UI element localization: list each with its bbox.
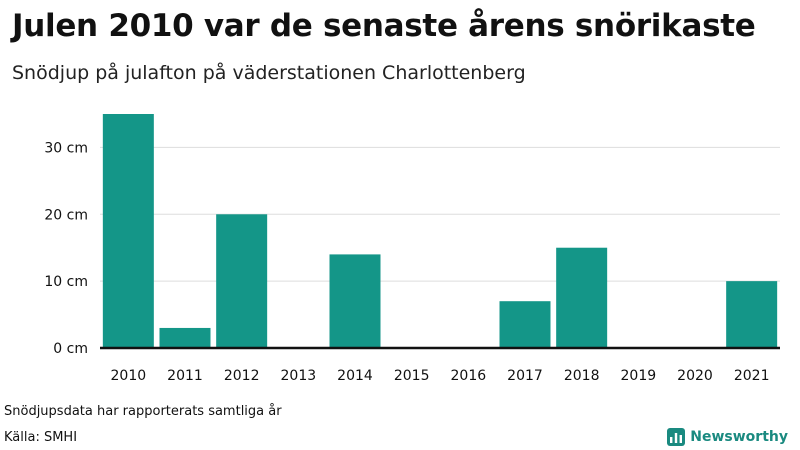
bars xyxy=(102,114,778,348)
source-note: Källa: SMHI xyxy=(4,430,78,445)
bar-2017 xyxy=(499,301,551,348)
bar-2012 xyxy=(216,214,268,348)
x-tick-label: 2016 xyxy=(451,368,487,384)
y-tick-label: 30 cm xyxy=(44,140,88,156)
bar-2014 xyxy=(329,254,381,348)
grid-lines xyxy=(100,146,780,282)
x-tick-label: 2015 xyxy=(394,368,430,384)
x-tick-label: 2010 xyxy=(111,368,147,384)
bar-2011 xyxy=(159,327,211,348)
brand-logo: Newsworthy xyxy=(667,428,788,446)
x-tick-label: 2014 xyxy=(337,368,373,384)
x-tick-label: 2017 xyxy=(507,368,543,384)
y-tick-label: 20 cm xyxy=(44,207,88,223)
y-tick-label: 10 cm xyxy=(44,274,88,290)
bar-chart: 0 cm 10 cm 20 cm 30 cm 2010 2011 2012 2013 2014… xyxy=(44,114,780,384)
bar-2021 xyxy=(726,281,778,348)
x-axis-labels: 2010 2011 2012 2013 2014 2015 2016 2017 2018 2019… xyxy=(111,368,770,384)
y-axis-labels: 0 cm 10 cm 20 cm 30 cm xyxy=(44,140,88,357)
x-tick-label: 2020 xyxy=(677,368,713,384)
bar-2010 xyxy=(102,114,154,348)
y-tick-label: 0 cm xyxy=(53,341,88,357)
chart-title: Julen 2010 var de senaste årens snörikas… xyxy=(12,8,756,44)
x-tick-label: 2012 xyxy=(224,368,260,384)
footnote: Snödjupsdata har rapporterats samtliga å… xyxy=(4,404,282,419)
chart-subtitle: Snödjup på julafton på väderstationen Ch… xyxy=(12,62,526,84)
bar-2018 xyxy=(556,247,608,348)
x-tick-label: 2011 xyxy=(167,368,203,384)
x-tick-label: 2019 xyxy=(621,368,657,384)
brand-name: Newsworthy xyxy=(690,429,788,445)
x-tick-label: 2021 xyxy=(734,368,770,384)
x-tick-label: 2013 xyxy=(281,368,317,384)
newsworthy-logo-icon xyxy=(667,428,686,446)
x-tick-label: 2018 xyxy=(564,368,600,384)
